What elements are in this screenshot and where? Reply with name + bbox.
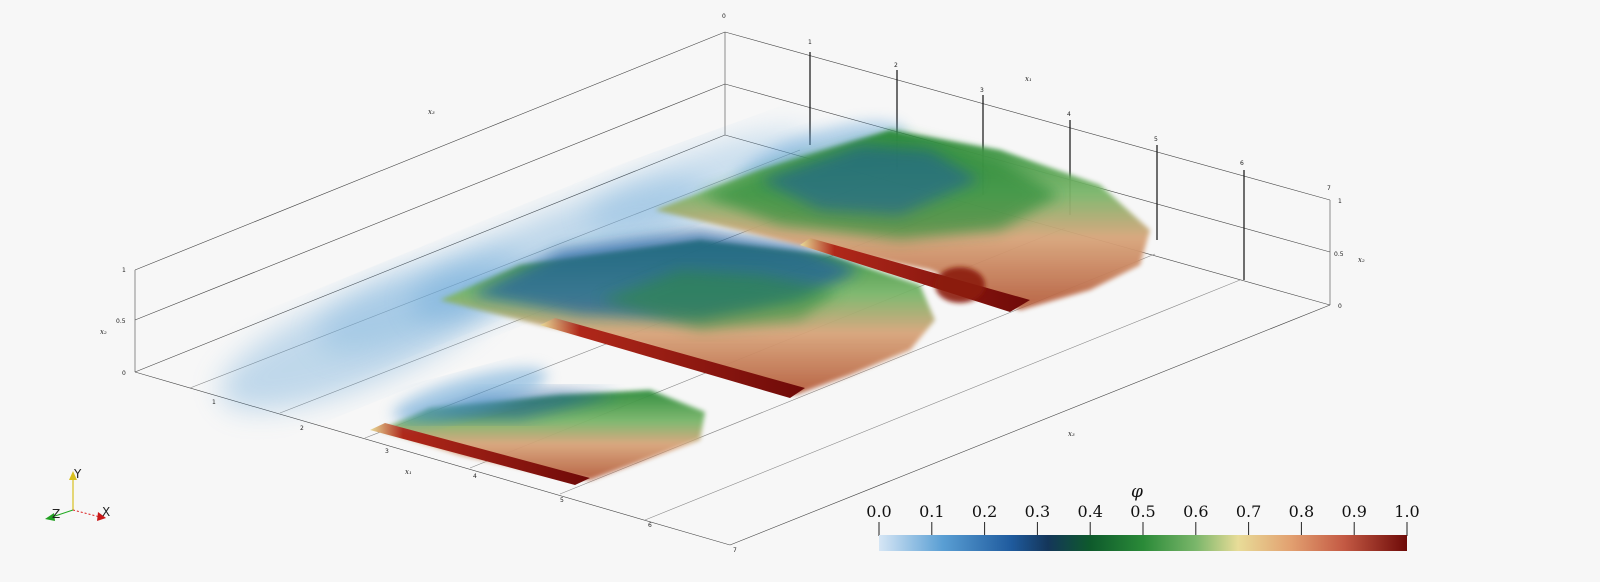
front-x1-tick-4: 5 [560,497,564,504]
left-x2-tick-2: 1 [122,267,126,274]
colorbar-tick-label: 0.4 [1077,502,1102,521]
back-x1-axis: 0 1 2 3 4 5 6 7 x₁ [722,13,1331,192]
left-x2-axis-label: x₂ [100,328,107,336]
back-x1-tick-6: 6 [1240,160,1244,167]
colorbar-tick-label: 0.7 [1236,502,1261,521]
back-x1-axis-label: x₁ [1025,75,1032,83]
front-x1-axis-label: x₁ [405,468,412,476]
z-axis-arrow-icon [45,513,55,521]
left-x2-tick-0: 0 [122,370,126,377]
left-x2-tick-1: 0.5 [116,318,126,325]
colorbar-tick-label: 0.0 [866,502,891,521]
colorbar-tick-label: 0.3 [1025,502,1050,521]
right-x2-axis-label: x₂ [1358,256,1365,264]
left-x2-axis: 0 0.5 1 x₂ [100,267,126,377]
front-x1-tick-2: 3 [385,448,389,455]
z-axis-label: Z [52,507,60,521]
top-x3-axis-label: x₃ [428,108,435,116]
front-x1-axis: 1 2 3 4 5 6 7 x₁ [212,399,737,554]
colorbar: φ 0.0 0.1 0.2 0.3 0.4 0.5 0.6 0.7 0.8 0.9 1.0 [866,482,1420,551]
colorbar-tick-label: 0.2 [972,502,997,521]
front-x1-tick-1: 2 [300,425,304,432]
flow-slab-3 [655,130,1150,312]
right-x2-tick-2: 1 [1338,198,1342,205]
colorbar-title: φ [1131,482,1143,502]
x-axis-arrow-icon [97,512,106,521]
back-x1-tick-3: 3 [980,87,984,94]
y-axis-arrow-icon [69,471,77,480]
bottom-x3-axis-label: x₃ [1068,430,1075,438]
flow-slab-1 [370,367,705,485]
flow-slab-2 [440,230,935,398]
back-x1-tick-7: 7 [1327,185,1331,192]
x-axis-line [72,509,101,518]
back-x1-tick-4: 4 [1067,111,1071,118]
colorbar-tick-label: 0.8 [1289,502,1314,521]
right-x2-tick-1: 0.5 [1334,251,1344,258]
colorbar-tick-label: 0.1 [919,502,944,521]
colorbar-tick-label: 0.5 [1130,502,1155,521]
back-x1-tick-2: 2 [894,62,898,69]
colorbar-tick-label: 1.0 [1394,502,1419,521]
front-x1-tick-0: 1 [212,399,216,406]
z-axis-line [51,509,74,518]
right-x2-tick-0: 0 [1338,303,1342,310]
back-x1-tick-0: 0 [722,13,726,20]
front-x1-tick-3: 4 [473,473,477,480]
colorbar-tick-label: 0.6 [1183,502,1208,521]
x-axis-label: X [102,505,110,519]
colorbar-tick-label: 0.9 [1341,502,1366,521]
y-axis-label: Y [73,467,82,481]
back-x1-tick-1: 1 [808,39,812,46]
colorbar-ticks: 0.0 0.1 0.2 0.3 0.4 0.5 0.6 0.7 0.8 0.9 1.0 [866,502,1420,536]
front-x1-tick-5: 6 [648,522,652,529]
right-x2-axis: 0 0.5 1 x₂ [1334,198,1365,310]
back-x1-tick-5: 5 [1154,136,1158,143]
orientation-axes-widget: Y X Z [45,467,110,521]
front-x1-tick-6: 7 [733,547,737,554]
colorbar-bar [879,535,1407,551]
